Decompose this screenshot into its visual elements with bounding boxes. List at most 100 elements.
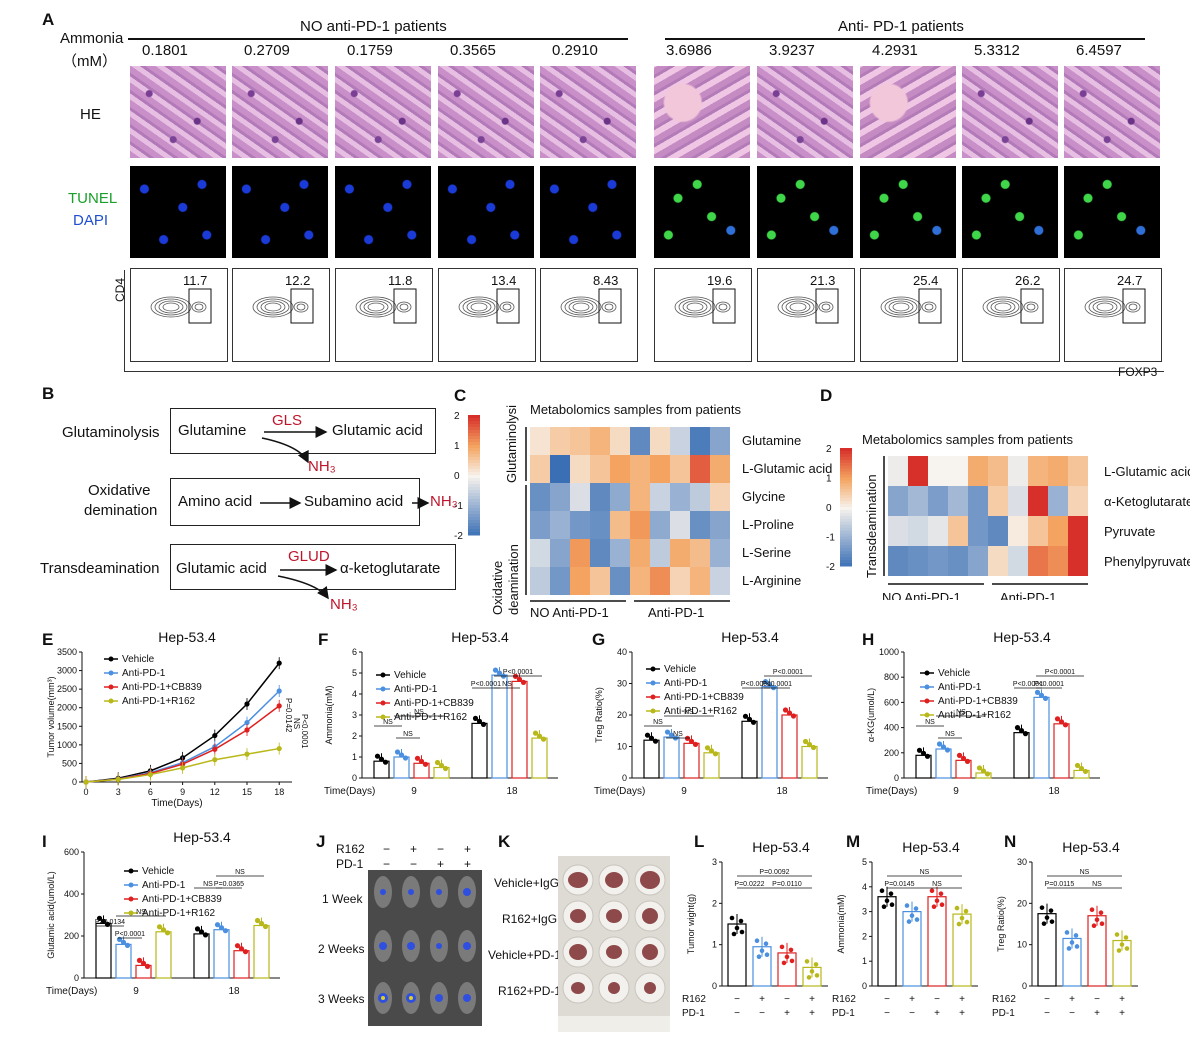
j-pd1-sign: + [437,857,445,871]
bar [643,739,660,779]
scale-step [468,517,480,521]
data-point [1098,910,1104,916]
x-tick-label: 18 [228,986,240,997]
y-tick-label: 1000 [57,740,77,750]
data-point [924,753,931,759]
scale-step [840,474,852,478]
legend-label: Anti-PD-1 [394,684,438,695]
scale-step [840,563,852,567]
chart-title: Hep-53.4 [721,629,779,645]
tunel-image [757,166,853,258]
alpha-ketoglutarate-node: α-ketoglutarate [340,560,441,577]
glud-enzyme: GLUD [288,548,330,565]
chart-h-akg: 0 200 400 600 800 1000 α-KG(umol/L) Hep-53.4 Tim… [866,629,1100,797]
heat-cell [590,455,610,483]
data-point [913,906,919,911]
heat-cell [670,455,690,483]
heat-cell [948,486,968,516]
data-point [1058,719,1065,725]
scale-step [468,454,480,458]
heat-cell [610,455,630,483]
panel-e-label: E [42,630,54,649]
y-tick-label: 1 [352,752,357,762]
flow-plot: 24.7 [1064,268,1162,362]
heat-cell [650,483,670,511]
contour [884,298,918,316]
heatmap-c: 2 1 0 -1 -2 Glutamine L-Glutamic acid Glycine L-… [454,405,832,620]
contour [1096,302,1114,312]
data-point [83,779,89,785]
y-tick-label: 1 [862,956,867,966]
k-row-4: R162+PD-1 [498,984,562,998]
gate-box [815,288,839,324]
heat-cell [888,516,908,546]
bar [703,752,720,779]
k-row-1: Vehicle+IgG [494,876,560,890]
bar [233,950,250,979]
data-point [806,741,813,748]
scale-step [840,462,852,467]
he-image [130,66,226,158]
scale-step [840,521,852,526]
data-point [814,973,820,978]
group-label-transdeamination: Transdeamination [864,474,879,578]
data-point [276,660,282,666]
data-point [906,919,912,924]
y-tick-label: 10 [1017,940,1027,950]
heat-cell [1048,486,1068,516]
gate-box [712,288,736,324]
stat-annotation: NS [673,731,683,738]
data-point [422,761,429,767]
heat-cell [928,456,948,486]
y-tick-label: 600 [884,697,899,707]
he-image [962,66,1058,158]
scale-step [468,442,480,446]
j-week-1: 1 Week [322,892,363,906]
tunel-image [232,166,328,258]
legend-label: Anti-PD-1+CB839 [664,692,744,703]
stat-annotation: P<0.0001 [1034,681,1064,688]
data-point [1062,722,1069,728]
data-point [938,891,944,897]
j-week-3: 3 Weeks [318,992,365,1006]
data-point [764,952,770,958]
data-point [920,750,927,756]
x-axis-label: Time(Days) [46,986,97,997]
data-point [1041,921,1047,926]
data-point [729,915,735,921]
data-point [704,745,711,751]
scale-step [468,526,480,530]
heat-cell [1028,456,1048,486]
scale-step [468,511,480,515]
y-tick-label: 1 [712,940,717,950]
tunel-image [335,166,431,258]
heat-cell [530,567,550,595]
heat-cell [948,546,968,576]
legend-marker [924,698,930,704]
he-image [438,66,534,158]
stat-annotation: P<0.0001 [503,669,533,676]
row-label-he: HE [80,106,101,123]
scale-step [840,554,852,558]
j-r162-sign: + [410,842,418,856]
heat-cell [650,511,670,539]
gate-box [393,288,417,324]
legend-marker [380,714,386,720]
bar [193,933,210,979]
data-point [214,922,221,928]
heat-cell [1008,546,1028,576]
stat-annotation: P=0.0110 [772,881,802,888]
data-point [147,771,153,778]
heat-cell [908,546,928,576]
scale-step [840,518,852,523]
flow-plot: 26.2 [962,268,1060,362]
data-point [398,752,405,758]
data-point [1069,940,1075,945]
legend-label: Vehicle [664,664,697,675]
he-image [654,66,750,158]
heat-row-label: L-Serine [742,545,791,560]
x-group-anti-pd1: Anti-PD-1 [648,605,704,620]
y-tick-label: 5 [352,668,357,678]
scale-step [468,448,480,452]
pathway-arrows [260,426,430,600]
